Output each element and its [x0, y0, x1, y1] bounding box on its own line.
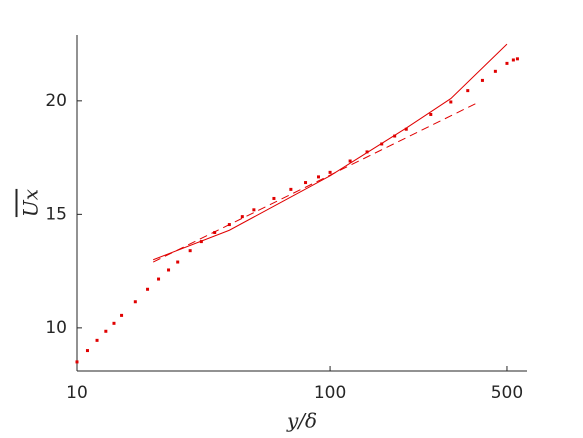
fit-line: [153, 43, 508, 261]
data-point: [404, 127, 408, 131]
data-point: [112, 321, 116, 325]
data-point: [213, 231, 217, 235]
data-point: [393, 134, 397, 138]
data-point: [348, 159, 352, 163]
data-point: [365, 150, 369, 154]
x-tick-label: 100: [314, 383, 346, 403]
data-point: [157, 277, 161, 281]
data-point: [167, 268, 171, 272]
y-axis-label: Ux: [19, 189, 43, 217]
x-tick-label: 10: [66, 383, 88, 403]
data-point: [104, 329, 108, 333]
data-point: [480, 78, 484, 82]
data-point: [240, 215, 244, 219]
y-tick-label: 15: [45, 204, 67, 224]
y-tick-label: 20: [45, 91, 67, 111]
data-point: [252, 208, 256, 212]
data-point: [272, 196, 276, 200]
data-point: [511, 58, 515, 62]
data-point: [515, 57, 519, 61]
data-point: [316, 175, 320, 179]
x-tick-label: 500: [491, 383, 523, 403]
data-point: [304, 181, 308, 185]
data-point: [493, 69, 497, 73]
data-point: [133, 300, 137, 304]
y-tick-label: 10: [45, 318, 67, 338]
data-point: [120, 313, 124, 317]
data-point: [188, 249, 192, 253]
data-point: [289, 187, 293, 191]
data-point: [328, 170, 332, 174]
data-point: [75, 360, 79, 364]
data-point: [449, 100, 453, 104]
data-point: [146, 287, 150, 291]
data-point: [429, 112, 433, 116]
data-point: [505, 61, 509, 65]
data-point: [85, 349, 89, 353]
data-point: [466, 89, 470, 93]
x-axis-label: y/δ: [286, 409, 317, 433]
data-point: [176, 260, 180, 264]
data-point: [95, 338, 99, 342]
fit-line: [152, 103, 476, 263]
